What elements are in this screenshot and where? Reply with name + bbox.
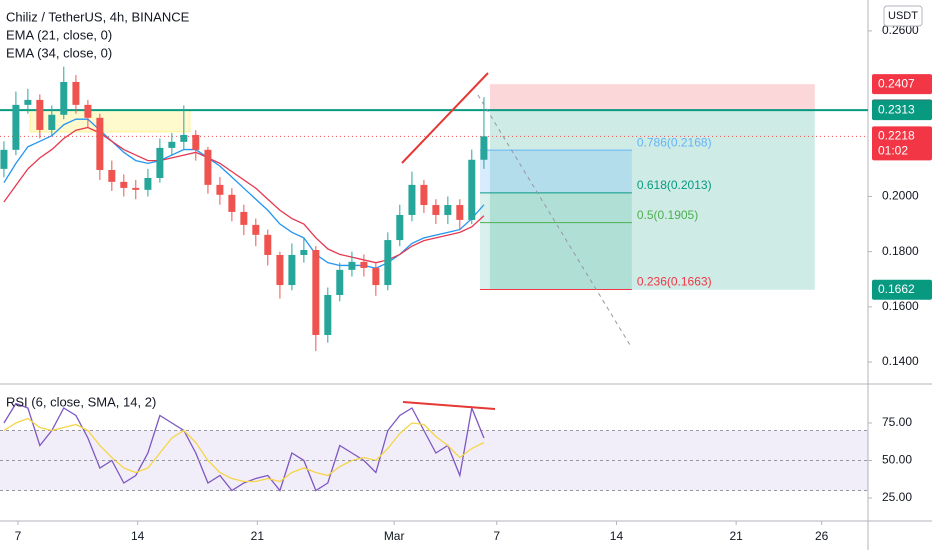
x-tick-label: 21 bbox=[251, 529, 265, 543]
y-tick-label: 0.1600 bbox=[882, 299, 919, 313]
chart-title: Chiliz / TetherUS, 4h, BINANCE bbox=[6, 9, 190, 24]
candle-body bbox=[204, 149, 212, 185]
ema-line bbox=[3, 126, 485, 264]
candle-body bbox=[408, 184, 416, 215]
candle-body bbox=[132, 187, 140, 190]
fib-fill bbox=[479, 150, 632, 193]
candle-body bbox=[360, 261, 368, 268]
candle-body bbox=[324, 294, 332, 335]
countdown-label: 01:02 bbox=[878, 143, 908, 157]
indicator-title: RSI (6, close, SMA, 14, 2) bbox=[6, 394, 156, 409]
x-tick-label: 7 bbox=[15, 529, 22, 543]
candle-body bbox=[180, 134, 188, 142]
candle-body bbox=[144, 177, 152, 190]
fib-label: 0.786(0.2168) bbox=[637, 135, 712, 149]
candle-body bbox=[228, 194, 236, 212]
candle-body bbox=[156, 147, 164, 178]
candle-body bbox=[300, 249, 308, 255]
candle-body bbox=[348, 261, 356, 270]
candle-body bbox=[192, 134, 200, 150]
candle-body bbox=[336, 269, 344, 295]
y-tick-label: 0.2000 bbox=[882, 189, 919, 203]
y-tick-label: 50.00 bbox=[882, 453, 912, 467]
trend-line bbox=[401, 72, 489, 164]
projection-line bbox=[477, 94, 631, 346]
price-tag-label: 0.2218 bbox=[878, 128, 915, 142]
candle-body bbox=[372, 267, 380, 286]
unit-label: USDT bbox=[888, 10, 918, 22]
fib-label: 0.618(0.2013) bbox=[637, 178, 712, 192]
ema-line bbox=[3, 118, 485, 269]
candle-body bbox=[468, 159, 476, 220]
y-tick-label: 0.1400 bbox=[882, 354, 919, 368]
target-zone bbox=[489, 110, 815, 290]
divergence-line bbox=[402, 401, 496, 410]
candle-body bbox=[480, 136, 488, 160]
x-tick-label: 14 bbox=[131, 529, 145, 543]
rsi-line bbox=[3, 417, 485, 483]
candle-body bbox=[312, 249, 320, 335]
candle-body bbox=[444, 205, 452, 215]
price-tag bbox=[872, 126, 932, 161]
plot: 0.786(0.2168) 0.618(0.2013) 0.5(0.1905) 0.2… bbox=[0, 23, 932, 543]
price-tag bbox=[872, 74, 932, 95]
y-tick-label: 25.00 bbox=[882, 490, 912, 504]
candle-body bbox=[36, 99, 44, 130]
candle-body bbox=[420, 184, 428, 206]
candle-body bbox=[396, 214, 404, 241]
price-tag-label: 0.2407 bbox=[878, 76, 915, 90]
y-tick-label: 75.00 bbox=[882, 415, 912, 429]
candle-body bbox=[84, 104, 92, 118]
candle-body bbox=[0, 149, 8, 169]
y-tick-label: 0.2600 bbox=[882, 23, 919, 37]
candle-body bbox=[120, 181, 128, 188]
candle-body bbox=[288, 254, 296, 286]
candle-body bbox=[432, 205, 440, 215]
candle-body bbox=[168, 141, 176, 148]
candle-body bbox=[48, 114, 56, 130]
candle-body bbox=[72, 81, 80, 105]
candle-body bbox=[276, 254, 284, 286]
price-tag-label: 0.1662 bbox=[878, 282, 915, 296]
x-tick-label: 7 bbox=[493, 529, 500, 543]
candle-body bbox=[216, 184, 224, 195]
legend-entry: EMA (21, close, 0) bbox=[6, 27, 112, 42]
stop-zone bbox=[489, 84, 815, 111]
candle-body bbox=[456, 205, 464, 220]
candle-body bbox=[12, 104, 20, 150]
candle-body bbox=[108, 169, 116, 182]
candle-body bbox=[252, 224, 260, 235]
candle-body bbox=[384, 240, 392, 286]
fib-label: 0.236(0.1663) bbox=[637, 275, 712, 289]
x-tick-label: 26 bbox=[815, 529, 829, 543]
candle-body bbox=[240, 211, 248, 225]
x-tick-label: 21 bbox=[729, 529, 743, 543]
x-tick-label: Mar bbox=[384, 529, 405, 543]
price-tag bbox=[872, 100, 932, 121]
candle-body bbox=[24, 99, 32, 105]
price-tag-label: 0.2313 bbox=[878, 102, 915, 116]
candle-body bbox=[96, 117, 104, 170]
candle-body bbox=[264, 234, 272, 255]
x-tick-label: 14 bbox=[610, 529, 624, 543]
y-tick-label: 0.1800 bbox=[882, 244, 919, 258]
unit-box[interactable] bbox=[883, 5, 923, 27]
price-tag bbox=[872, 279, 932, 300]
rsi-line bbox=[3, 402, 485, 492]
candle-body bbox=[60, 81, 68, 115]
fib-fill bbox=[479, 192, 632, 290]
fib-label: 0.5(0.1905) bbox=[637, 208, 698, 222]
legend-entry: EMA (34, close, 0) bbox=[6, 45, 112, 60]
